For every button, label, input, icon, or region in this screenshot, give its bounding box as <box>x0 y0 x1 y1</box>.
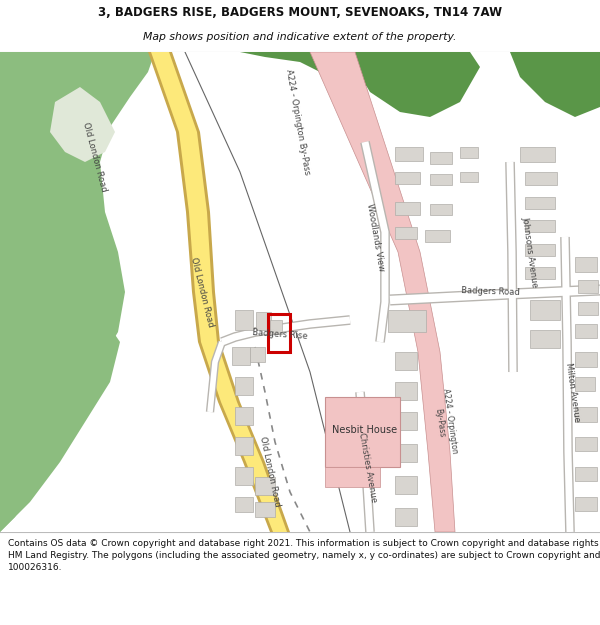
Bar <box>575 257 597 272</box>
Bar <box>256 312 271 330</box>
Bar <box>525 220 555 232</box>
Bar <box>395 444 417 462</box>
Text: Milton Avenue: Milton Avenue <box>565 362 581 423</box>
Bar <box>235 310 253 330</box>
Bar <box>430 152 452 164</box>
Bar <box>525 172 557 185</box>
Bar <box>235 497 253 512</box>
Bar <box>575 497 597 511</box>
Bar <box>575 352 597 367</box>
Text: Badgers Road: Badgers Road <box>461 286 520 298</box>
Text: 3, BADGERS RISE, BADGERS MOUNT, SEVENOAKS, TN14 7AW: 3, BADGERS RISE, BADGERS MOUNT, SEVENOAK… <box>98 6 502 19</box>
Bar <box>255 502 275 517</box>
Bar <box>235 377 253 395</box>
Bar <box>395 147 423 161</box>
Bar <box>388 310 426 332</box>
Bar <box>395 412 417 430</box>
Bar <box>325 397 400 467</box>
Bar <box>235 437 253 455</box>
Bar <box>395 172 420 184</box>
Text: Old London Road: Old London Road <box>82 121 109 192</box>
Bar <box>255 477 275 495</box>
Bar <box>520 147 555 162</box>
Polygon shape <box>310 52 455 532</box>
Bar <box>235 407 253 425</box>
Bar <box>395 476 417 494</box>
Polygon shape <box>355 52 480 117</box>
Bar <box>395 508 417 526</box>
Polygon shape <box>510 52 600 117</box>
Text: Old London Road: Old London Road <box>189 256 215 328</box>
Text: Christies Avenue: Christies Avenue <box>358 431 379 502</box>
Text: Contains OS data © Crown copyright and database right 2021. This information is : Contains OS data © Crown copyright and d… <box>8 539 600 572</box>
Text: Woodlands View: Woodlands View <box>365 202 385 272</box>
Polygon shape <box>148 52 290 532</box>
Bar <box>525 244 555 256</box>
Bar <box>578 302 598 315</box>
Bar <box>578 280 598 293</box>
Bar <box>395 382 417 400</box>
Polygon shape <box>151 52 287 532</box>
Polygon shape <box>220 52 440 87</box>
Bar <box>575 407 597 422</box>
Polygon shape <box>50 87 115 162</box>
Bar <box>530 300 560 320</box>
Polygon shape <box>0 312 120 532</box>
Bar <box>270 320 282 334</box>
Text: Johnsons Avenue: Johnsons Avenue <box>521 216 539 288</box>
Bar <box>530 330 560 348</box>
Text: A224 - Orpington
By-Pass: A224 - Orpington By-Pass <box>431 388 459 456</box>
Text: Nesbit House: Nesbit House <box>332 425 398 435</box>
Bar <box>575 437 597 451</box>
Bar <box>395 227 417 239</box>
Bar <box>575 324 597 338</box>
Polygon shape <box>0 52 155 532</box>
Bar <box>525 267 555 279</box>
Bar <box>575 377 595 391</box>
Bar <box>425 230 450 242</box>
Bar <box>232 347 250 365</box>
Bar <box>525 197 555 209</box>
Bar <box>235 467 253 485</box>
Bar <box>460 172 478 182</box>
Bar <box>395 352 417 370</box>
Text: A224 - Orpington By-Pass: A224 - Orpington By-Pass <box>284 69 312 176</box>
Bar <box>575 467 597 481</box>
Bar <box>460 147 478 158</box>
Text: Badgers Rise: Badgers Rise <box>252 328 308 341</box>
Bar <box>268 314 290 352</box>
Bar <box>430 174 452 185</box>
Text: Map shows position and indicative extent of the property.: Map shows position and indicative extent… <box>143 32 457 43</box>
Bar <box>325 467 380 487</box>
Bar <box>250 347 265 362</box>
Bar <box>430 204 452 215</box>
Bar <box>395 202 420 215</box>
Text: Old London Road: Old London Road <box>258 436 282 508</box>
